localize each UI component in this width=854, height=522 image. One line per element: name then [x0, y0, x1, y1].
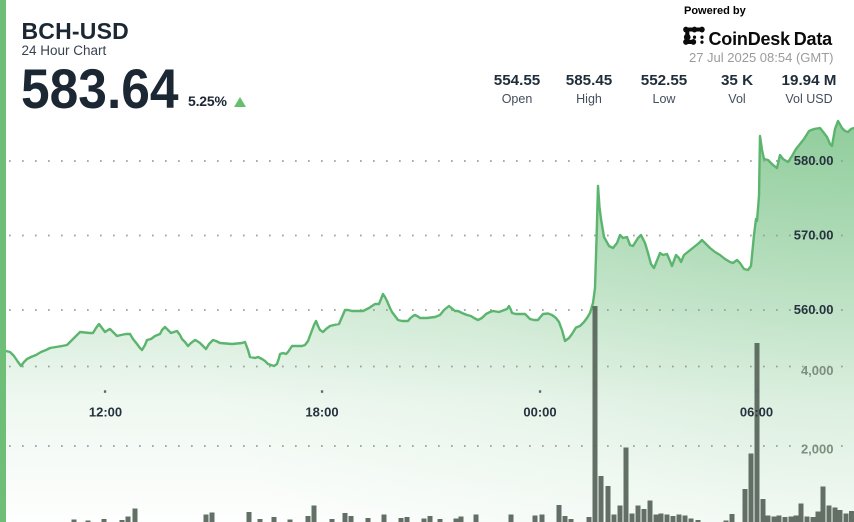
svg-text:560.00: 560.00 [794, 302, 834, 317]
svg-text:00:00: 00:00 [523, 405, 556, 420]
svg-text:570.00: 570.00 [794, 228, 834, 243]
svg-text:2,000: 2,000 [801, 442, 834, 457]
svg-text:12:00: 12:00 [89, 405, 122, 420]
svg-text:06:00: 06:00 [740, 405, 773, 420]
svg-text:4,000: 4,000 [801, 363, 834, 378]
svg-text:18:00: 18:00 [305, 405, 338, 420]
svg-text:580.00: 580.00 [794, 153, 834, 168]
